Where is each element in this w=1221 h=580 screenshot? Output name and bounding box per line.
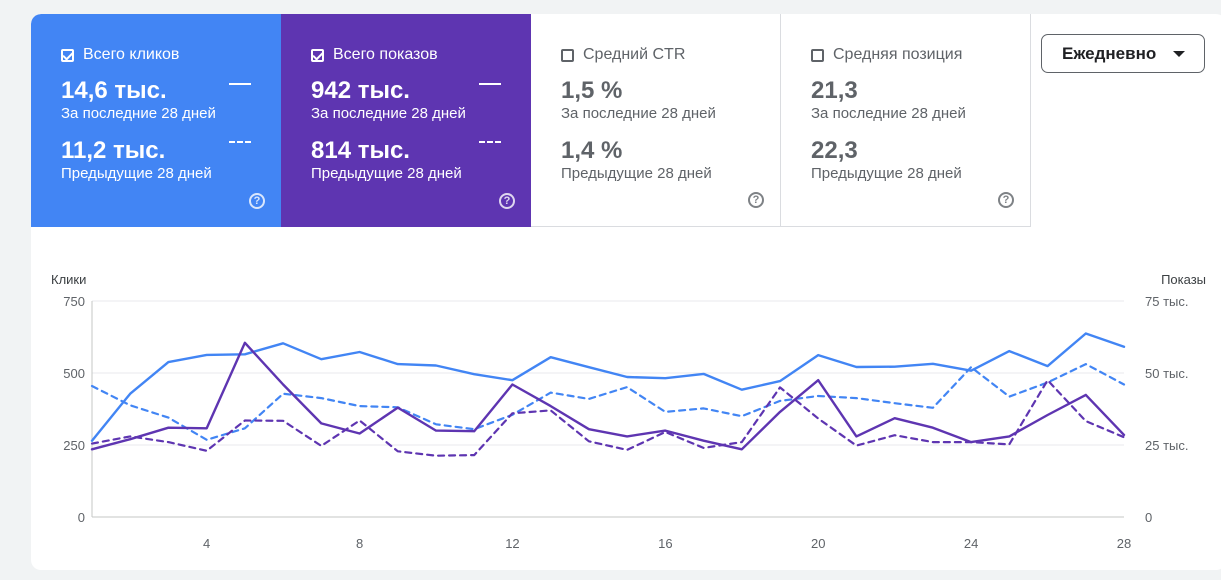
left-axis-title: Клики bbox=[51, 272, 86, 287]
performance-panel: Всего кликов 14,6 тыс. За последние 28 д… bbox=[31, 14, 1221, 570]
metric-label: Всего кликов bbox=[83, 46, 180, 63]
metric-card-total-clicks[interactable]: Всего кликов 14,6 тыс. За последние 28 д… bbox=[31, 14, 281, 227]
right-axis-tick-label: 25 тыс. bbox=[1145, 438, 1188, 453]
current-period-label: За последние 28 дней bbox=[811, 105, 966, 122]
current-period-label: За последние 28 дней bbox=[311, 105, 466, 122]
impressions-solid-series-line bbox=[90, 341, 1126, 451]
metric-header: Всего кликов bbox=[61, 45, 251, 65]
metric-card-average-position[interactable]: Средняя позиция 21,3 За последние 28 дне… bbox=[781, 14, 1031, 227]
x-axis-tick-label: 20 bbox=[811, 536, 825, 551]
solid-line-legend-icon bbox=[229, 83, 251, 85]
metric-label: Средний CTR bbox=[583, 46, 686, 63]
performance-chart: Клики Показы 0 250 500 750 0 25 тыс. 50 тыс. 75 т… bbox=[31, 241, 1221, 570]
help-icon[interactable]: ? bbox=[249, 193, 265, 209]
help-icon[interactable]: ? bbox=[499, 193, 515, 209]
x-axis-tick-label: 12 bbox=[505, 536, 519, 551]
x-axis-tick-label: 28 bbox=[1117, 536, 1131, 551]
metric-header: Средняя позиция bbox=[811, 45, 1000, 65]
impressions-dashed-series-line bbox=[90, 379, 1126, 457]
checkbox-checked-icon[interactable] bbox=[61, 48, 74, 62]
dashed-line-legend-icon bbox=[229, 141, 251, 143]
previous-period-label: Предыдущие 28 дней bbox=[311, 165, 462, 182]
previous-period-label: Предыдущие 28 дней bbox=[811, 165, 962, 182]
dashed-line-legend-icon bbox=[479, 141, 501, 143]
current-value: 1,5 % bbox=[561, 77, 623, 104]
metric-card-average-ctr[interactable]: Средний CTR 1,5 % За последние 28 дней 1… bbox=[531, 14, 781, 227]
x-axis-tick-label: 4 bbox=[203, 536, 210, 551]
previous-value: 11,2 тыс. bbox=[61, 137, 166, 164]
checkbox-unchecked-icon[interactable] bbox=[811, 48, 824, 62]
performance-chart-svg: Клики Показы 0 250 500 750 0 25 тыс. 50 тыс. 75 т… bbox=[51, 272, 1206, 551]
left-axis-tick-label: 750 bbox=[63, 294, 85, 309]
previous-value: 1,4 % bbox=[561, 137, 623, 164]
previous-period-label: Предыдущие 28 дней bbox=[61, 165, 212, 182]
right-axis-tick-label: 0 bbox=[1145, 510, 1152, 525]
left-axis-tick-label: 250 bbox=[63, 438, 85, 453]
current-period-label: За последние 28 дней bbox=[561, 105, 716, 122]
solid-line-legend-icon bbox=[479, 83, 501, 85]
help-icon[interactable]: ? bbox=[998, 192, 1014, 208]
checkbox-unchecked-icon[interactable] bbox=[561, 48, 574, 62]
help-icon[interactable]: ? bbox=[748, 192, 764, 208]
metric-label: Всего показов bbox=[333, 46, 438, 63]
current-period-label: За последние 28 дней bbox=[61, 105, 216, 122]
x-axis-tick-label: 24 bbox=[964, 536, 978, 551]
x-axis-tick-label: 8 bbox=[356, 536, 363, 551]
checkbox-checked-icon[interactable] bbox=[311, 48, 324, 62]
metric-header: Всего показов bbox=[311, 45, 501, 65]
left-axis-tick-label: 0 bbox=[78, 510, 85, 525]
current-value: 942 тыс. bbox=[311, 77, 410, 104]
x-axis-tick-label: 16 bbox=[658, 536, 672, 551]
left-axis-tick-label: 500 bbox=[63, 366, 85, 381]
right-axis-tick-label: 75 тыс. bbox=[1145, 294, 1188, 309]
clicks-dashed-series-line bbox=[90, 362, 1126, 441]
previous-value: 22,3 bbox=[811, 137, 858, 164]
current-value: 21,3 bbox=[811, 77, 858, 104]
right-axis-tick-label: 50 тыс. bbox=[1145, 366, 1188, 381]
clicks-solid-series-line bbox=[90, 332, 1126, 442]
dropdown-selected-value: Ежедневно bbox=[1062, 43, 1157, 63]
period-dropdown[interactable]: Ежедневно bbox=[1041, 34, 1205, 73]
metric-header: Средний CTR bbox=[561, 45, 750, 65]
chevron-down-icon bbox=[1173, 51, 1185, 57]
current-value: 14,6 тыс. bbox=[61, 77, 167, 104]
metric-card-total-impressions[interactable]: Всего показов 942 тыс. За последние 28 д… bbox=[281, 14, 531, 227]
previous-period-label: Предыдущие 28 дней bbox=[561, 165, 712, 182]
previous-value: 814 тыс. bbox=[311, 137, 410, 164]
right-axis-title: Показы bbox=[1161, 272, 1206, 287]
metric-label: Средняя позиция bbox=[833, 46, 963, 63]
